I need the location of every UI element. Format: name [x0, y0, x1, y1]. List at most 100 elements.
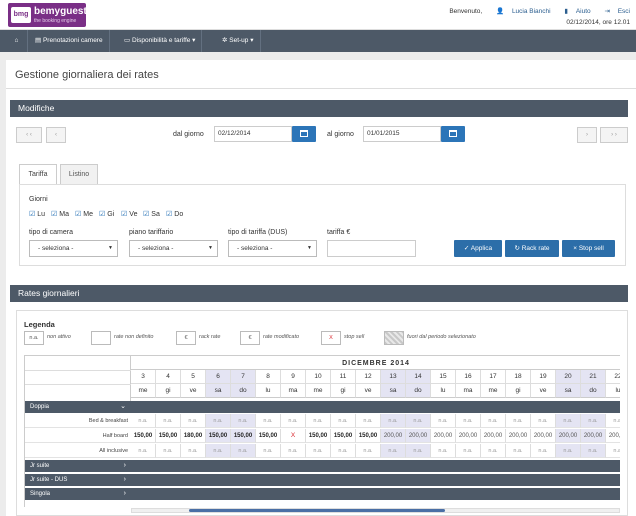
rate-cell[interactable]: n.a. [381, 414, 406, 428]
rate-cell[interactable]: 200,00 [581, 429, 606, 443]
from-date-picker[interactable] [292, 126, 316, 142]
rate-cell[interactable]: n.a. [181, 444, 206, 458]
rate-cell[interactable]: n.a. [556, 414, 581, 428]
room-row-toggle[interactable]: Jr suite › [25, 460, 131, 472]
to-date-picker[interactable] [441, 126, 465, 142]
rate-cell[interactable]: n.a. [606, 414, 620, 428]
rate-cell[interactable]: n.a. [231, 444, 256, 458]
user-link[interactable]: 👤 Lucia Bianchi [490, 8, 552, 15]
rate-cell[interactable]: n.a. [456, 414, 481, 428]
rate-cell[interactable]: n.a. [556, 444, 581, 458]
rate-cell[interactable]: 150,00 [131, 429, 156, 443]
help-link[interactable]: ▮ Aiuto [558, 8, 592, 15]
day-checkbox-sa[interactable]: ☑ Sa [143, 210, 160, 218]
rate-cell[interactable]: 200,00 [506, 429, 531, 443]
rate-cell[interactable]: n.a. [281, 414, 306, 428]
scrollbar-thumb[interactable] [189, 509, 445, 512]
tab-tariffa[interactable]: Tariffa [19, 164, 57, 184]
rate-cell[interactable]: 180,00 [181, 429, 206, 443]
prev-prev-button[interactable]: ‹ ‹ [16, 127, 42, 143]
nav-prenotazioni[interactable]: ▤ Prenotazioni camere [29, 30, 110, 52]
next-button[interactable]: › [577, 127, 597, 143]
rate-cell[interactable]: n.a. [581, 414, 606, 428]
rate-cell[interactable]: n.a. [356, 444, 381, 458]
rate-cell[interactable]: 200,00 [406, 429, 431, 443]
rate-cell[interactable]: n.a. [331, 444, 356, 458]
rate-cell[interactable]: n.a. [481, 414, 506, 428]
tab-listino[interactable]: Listino [60, 164, 98, 184]
rate-cell[interactable]: 200,00 [531, 429, 556, 443]
day-checkbox-lu[interactable]: ☑ Lu [29, 210, 45, 218]
price-input[interactable] [327, 240, 416, 257]
chevron-right-icon: › [123, 462, 126, 469]
rate-cell[interactable]: n.a. [531, 414, 556, 428]
rate-cell[interactable]: X [281, 429, 306, 443]
room-row-toggle[interactable]: Jr suite - DUS › [25, 474, 131, 486]
rate-cell[interactable]: 200,00 [481, 429, 506, 443]
nav-disponibilita[interactable]: ▭ Disponibilità e tariffe ▾ [118, 30, 203, 52]
rate-cell[interactable]: n.a. [431, 414, 456, 428]
room-row-toggle[interactable]: Singola › [25, 488, 131, 500]
rate-cell[interactable]: n.a. [256, 414, 281, 428]
user-icon: 👤 [496, 8, 505, 15]
rate-cell[interactable]: n.a. [406, 414, 431, 428]
next-next-button[interactable]: › › [600, 127, 628, 143]
day-checkbox-gi[interactable]: ☑ Gi [99, 210, 114, 218]
rate-cell[interactable]: n.a. [281, 444, 306, 458]
rack-rate-button[interactable]: ↻ Rack rate [505, 240, 559, 257]
rate-cell[interactable]: n.a. [306, 444, 331, 458]
rate-cell[interactable]: n.a. [156, 444, 181, 458]
room-type-select[interactable]: - seleziona - [29, 240, 118, 257]
rate-cell[interactable]: 150,00 [156, 429, 181, 443]
rate-cell[interactable]: 150,00 [256, 429, 281, 443]
logout-link[interactable]: ⇥ Esci [598, 8, 630, 15]
rate-cell[interactable]: n.a. [406, 444, 431, 458]
grid-scrollbar[interactable] [131, 508, 620, 513]
day-checkbox-do[interactable]: ☑ Do [166, 210, 183, 218]
rate-cell[interactable]: n.a. [481, 444, 506, 458]
to-date-input[interactable]: 01/01/2015 [363, 126, 441, 142]
rate-cell[interactable]: 150,00 [331, 429, 356, 443]
rate-cell[interactable]: 150,00 [356, 429, 381, 443]
rate-cell[interactable]: n.a. [356, 414, 381, 428]
rate-cell[interactable]: 200,00 [456, 429, 481, 443]
rate-cell[interactable]: n.a. [331, 414, 356, 428]
rate-cell[interactable]: n.a. [581, 444, 606, 458]
rate-cell[interactable]: 200,00 [431, 429, 456, 443]
rate-cell[interactable]: 150,00 [231, 429, 256, 443]
prev-button[interactable]: ‹ [46, 127, 66, 143]
rate-cell[interactable]: n.a. [606, 444, 620, 458]
rate-cell[interactable]: n.a. [506, 444, 531, 458]
rate-cell[interactable]: n.a. [256, 444, 281, 458]
nav-setup[interactable]: ✲ Set-up ▾ [216, 30, 261, 52]
rate-cell[interactable]: n.a. [306, 414, 331, 428]
day-checkbox-ma[interactable]: ☑ Ma [51, 210, 69, 218]
rate-cell[interactable]: n.a. [431, 444, 456, 458]
rate-cell[interactable]: 150,00 [206, 429, 231, 443]
rate-cell[interactable]: n.a. [206, 414, 231, 428]
rate-plan-select[interactable]: - seleziona - [129, 240, 218, 257]
rate-cell[interactable]: n.a. [206, 444, 231, 458]
rate-cell[interactable]: 200,00 [381, 429, 406, 443]
rate-cell[interactable]: n.a. [131, 444, 156, 458]
rate-cell[interactable]: n.a. [156, 414, 181, 428]
rate-cell[interactable]: n.a. [231, 414, 256, 428]
rate-cell[interactable]: 200,00 [606, 429, 620, 443]
room-row-toggle[interactable]: Doppia ⌄ [25, 401, 131, 413]
rate-cell[interactable]: n.a. [131, 414, 156, 428]
rate-cell[interactable]: n.a. [181, 414, 206, 428]
rate-cell[interactable]: n.a. [381, 444, 406, 458]
rate-cell[interactable]: n.a. [506, 414, 531, 428]
apply-button[interactable]: ✓ Applica [454, 240, 502, 257]
rate-cell[interactable]: n.a. [456, 444, 481, 458]
stop-sell-button[interactable]: × Stop sell [562, 240, 615, 257]
rate-cell[interactable]: 150,00 [306, 429, 331, 443]
day-checkbox-me[interactable]: ☑ Me [75, 210, 93, 218]
rate-cell[interactable]: n.a. [531, 444, 556, 458]
from-date-input[interactable]: 02/12/2014 [214, 126, 292, 142]
brand-logo[interactable]: bmg bemyguest the booking engine [8, 3, 87, 27]
rate-cell[interactable]: 200,00 [556, 429, 581, 443]
rate-type-select[interactable]: - seleziona - [228, 240, 317, 257]
nav-home[interactable]: ⌂ [6, 30, 28, 52]
day-checkbox-ve[interactable]: ☑ Ve [121, 210, 137, 218]
